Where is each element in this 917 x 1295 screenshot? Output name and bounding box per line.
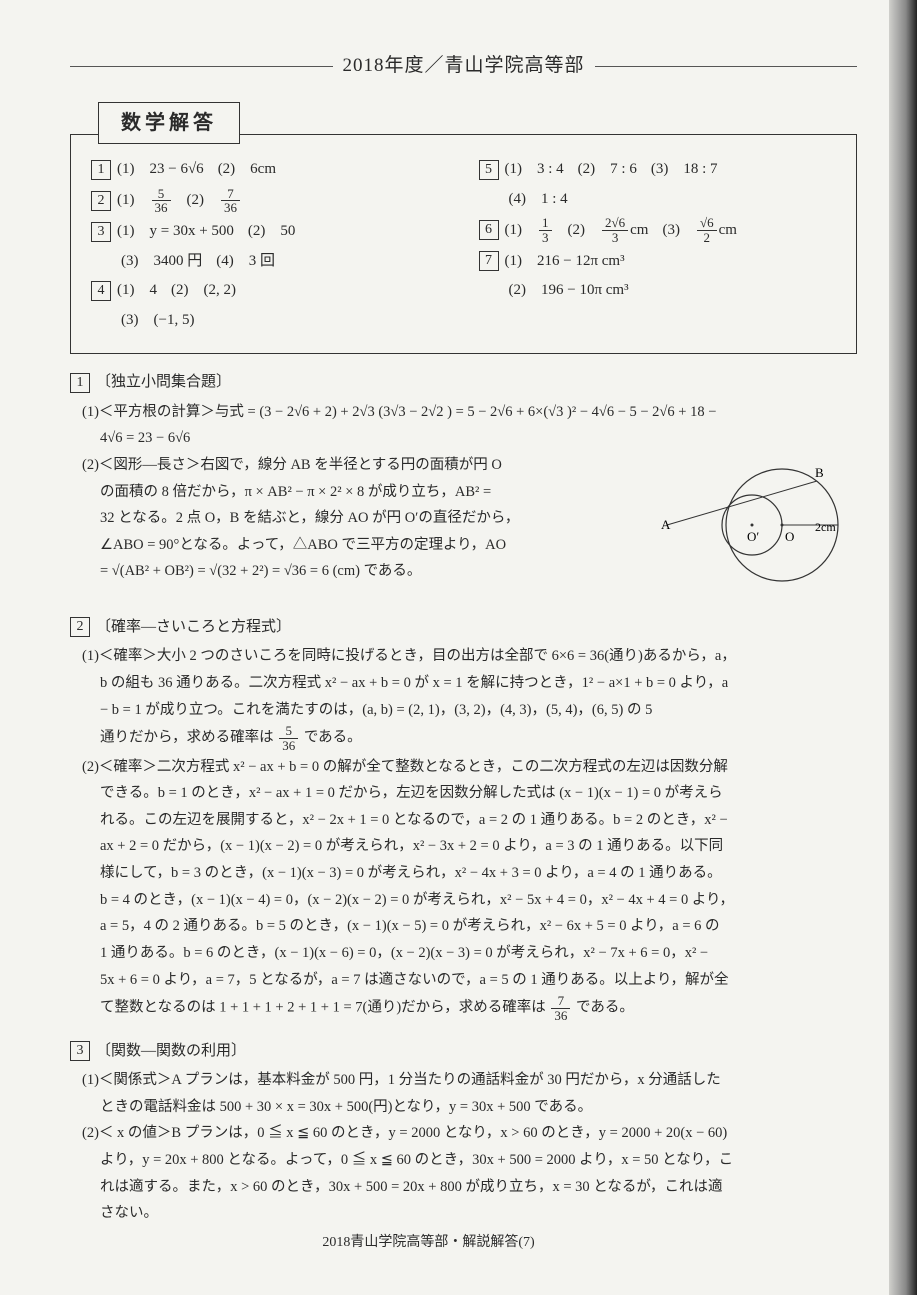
header: 2018年度／青山学院高等部 [70, 50, 857, 82]
svg-text:A: A [661, 517, 671, 532]
solution-sections: 1〔独立小問集合題〕 (1)＜平方根の計算＞与式 = (3 − 2√6 + 2) … [70, 370, 857, 1226]
answer-row-continuation: (3) 3400 円(4) 3 回 [91, 249, 449, 275]
question-number-box: 2 [70, 617, 90, 637]
body-line: できる。b = 1 のとき，x² − ax + 1 = 0 だから，左辺を因数分… [70, 781, 857, 806]
body-line: b = 4 のとき，(x − 1)(x − 4) = 0，(x − 2)(x −… [70, 888, 857, 913]
svg-text:O′: O′ [747, 529, 759, 544]
header-rule-left [70, 66, 333, 67]
body-line: れる。この左辺を展開すると，x² − 2x + 1 = 0 となるので，a = … [70, 808, 857, 833]
body-line: れは適する。また，x > 60 のとき，30x + 500 = 20x + 80… [70, 1175, 857, 1200]
question-number-box: 3 [70, 1041, 90, 1061]
section-heading: 3〔関数―関数の利用〕 [70, 1039, 857, 1065]
body-line: より，y = 20x + 800 となる。よって，0 ≦ x ≦ 60 のとき，… [70, 1148, 857, 1173]
circle-diagram: A B O′ O 2cm [647, 453, 857, 593]
svg-text:B: B [815, 465, 824, 480]
footer: 2018青山学院高等部・解説解答(7) [0, 1231, 857, 1255]
answer-column-left: 1(1) 23 − 6√6(2) 6cm 2(1) 536(2) 736 3(1) … [91, 157, 449, 337]
section-heading: 1〔独立小問集合題〕 [70, 370, 857, 396]
header-rule-right [595, 66, 858, 67]
section: 3〔関数―関数の利用〕 (1)＜関係式＞A プランは，基本料金が 500 円，1 … [70, 1039, 857, 1226]
answer-summary-box: 1(1) 23 − 6√6(2) 6cm 2(1) 536(2) 736 3(1) … [70, 134, 857, 354]
body-line: ax + 2 = 0 だから，(x − 1)(x − 2) = 0 が考えられ，… [70, 834, 857, 859]
question-number-box: 4 [91, 281, 111, 301]
answer-row-continuation: (3) (−1, 5) [91, 308, 449, 334]
body-line: て整数となるのは 1 + 1 + 1 + 2 + 1 + 1 = 7(通り)だか… [70, 994, 857, 1022]
body-line: 1 通りある。b = 6 のとき，(x − 1)(x − 6) = 0，(x −… [70, 941, 857, 966]
subject-box: 数学解答 [98, 102, 240, 144]
body-line: 4√6 = 23 − 6√6 [70, 426, 857, 451]
answer-row: 7(1) 216 − 12π cm³ [479, 249, 837, 275]
question-number-box: 1 [70, 373, 90, 393]
body-line: a = 5，4 の 2 通りある。b = 5 のとき，(x − 1)(x − 5… [70, 914, 857, 939]
body-line: さない。 [70, 1201, 857, 1226]
body-line: (1)＜関係式＞A プランは，基本料金が 500 円，1 分当たりの通話料金が … [70, 1068, 857, 1093]
page-binding-edge [889, 0, 917, 1295]
answer-row: 2(1) 536(2) 736 [91, 187, 449, 215]
body-line: 通りだから，求める確率は 536 である。 [70, 724, 857, 752]
body-line: − b = 1 が成り立つ。これを満たすのは，(a, b) = (2, 1)，(… [70, 698, 857, 723]
answer-column-right: 5(1) 3 : 4(2) 7 : 6(3) 18 : 7(4) 1 : 46(… [479, 157, 837, 337]
body-line: (1)＜平方根の計算＞与式 = (3 − 2√6 + 2) + 2√3 (3√3… [70, 400, 857, 425]
section: 2〔確率―さいころと方程式〕 (1)＜確率＞大小 2 つのさいころを同時に投げると… [70, 615, 857, 1023]
header-title: 2018年度／青山学院高等部 [333, 50, 595, 82]
answer-row: 5(1) 3 : 4(2) 7 : 6(3) 18 : 7 [479, 157, 837, 183]
body-line: b の組も 36 通りある。二次方程式 x² − ax + b = 0 が x … [70, 671, 857, 696]
question-number-box: 5 [479, 160, 499, 180]
answer-row-continuation: (4) 1 : 4 [479, 187, 837, 213]
section-heading: 2〔確率―さいころと方程式〕 [70, 615, 857, 641]
body-line: 様にして，b = 3 のとき，(x − 1)(x − 3) = 0 が考えられ，… [70, 861, 857, 886]
answer-row: 6(1) 13(2) 2√63cm(3) √62cm [479, 216, 837, 244]
question-number-box: 2 [91, 191, 111, 211]
answer-row: 1(1) 23 − 6√6(2) 6cm [91, 157, 449, 183]
question-number-box: 6 [479, 220, 499, 240]
section: 1〔独立小問集合題〕 (1)＜平方根の計算＞与式 = (3 − 2√6 + 2) … [70, 370, 857, 599]
svg-text:O: O [785, 529, 794, 544]
question-number-box: 1 [91, 160, 111, 180]
body-line: ときの電話料金は 500 + 30 × x = 30x + 500(円)となり，… [70, 1095, 857, 1120]
body-line: (2)＜ x の値＞B プランは，0 ≦ x ≦ 60 のとき，y = 2000… [70, 1121, 857, 1146]
svg-text:2cm: 2cm [815, 520, 836, 534]
body-line: 5x + 6 = 0 より，a = 7，5 となるが，a = 7 は適さないので… [70, 968, 857, 993]
question-number-box: 7 [479, 251, 499, 271]
answer-row: 4(1) 4(2) (2, 2) [91, 278, 449, 304]
body-line: (1)＜確率＞大小 2 つのさいころを同時に投げるとき，目の出方は全部で 6×6… [70, 644, 857, 669]
question-number-box: 3 [91, 222, 111, 242]
answer-row: 3(1) y = 30x + 500(2) 50 [91, 219, 449, 245]
answer-row-continuation: (2) 196 − 10π cm³ [479, 278, 837, 304]
body-line: (2)＜確率＞二次方程式 x² − ax + b = 0 の解が全て整数となると… [70, 755, 857, 780]
